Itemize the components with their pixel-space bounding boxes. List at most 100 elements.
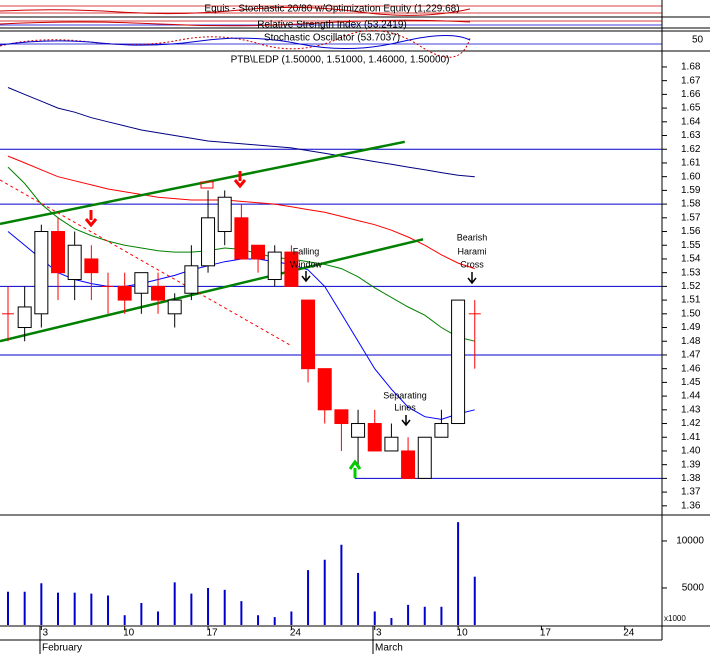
candle-body [401,450,416,479]
candle-body [434,423,449,438]
candle-body [67,244,82,281]
indicator-line [0,19,471,27]
y-tick-label: 1.42 [681,418,701,429]
candle-body [451,299,466,425]
y-tick-label: 1.51 [681,295,701,306]
candle-body [334,409,349,425]
y-tick-label: 1.45 [681,377,701,388]
candle-body [267,251,282,281]
y-tick-label: 1.39 [681,459,701,470]
y-tick-label: 1.65 [681,103,701,114]
y-tick-label: 1.62 [681,144,701,155]
candle-body [184,265,199,294]
y-tick-label: 1.38 [681,473,701,484]
indicator-title: Relative Strength Index (53.2419) [257,20,407,31]
candle-body [351,423,366,438]
y-tick-label: 1.68 [681,62,701,73]
signal-box [200,181,214,189]
x-tick-label: 24 [623,628,635,639]
x-tick-label: 3 [376,628,382,639]
candle-body [234,217,249,260]
annotation: Harami [457,246,486,256]
annotation: Lines [394,402,416,412]
y-tick-label: 1.46 [681,363,701,374]
y-tick-label: 1.48 [681,336,701,347]
annotation: Falling [293,246,320,256]
x-tick-label: 10 [123,628,135,639]
indicator-line [0,34,471,50]
y-tick-label: 1.66 [681,89,701,100]
candle-body [151,285,166,301]
y-tick-label: 1.37 [681,487,701,498]
candle-body [384,436,399,452]
indicator-line [0,6,471,16]
volume-tick-label: 5000 [682,583,705,594]
annotation-arrow [301,271,311,283]
annotation: Window [290,259,323,269]
x-tick-label: 24 [290,628,302,639]
candle-body [284,251,299,287]
candle-body [217,196,232,233]
y-tick-label: 1.41 [681,432,701,443]
volume-unit: x1000 [664,614,686,623]
candle-body [367,423,382,452]
moving-average [7,155,475,270]
candle-body [301,299,316,370]
candle-body [51,231,66,274]
annotations: Bearish Harami Cross Falling Window Sepa… [84,171,488,478]
candle-body [34,231,49,315]
y-tick-label: 1.57 [681,212,701,223]
y-tick-label: 1.49 [681,322,701,333]
annotation: Bearish [457,232,488,242]
trendline [0,179,290,346]
y-tick-label: 1.64 [681,116,701,127]
annotation: Cross [460,259,484,269]
month-label: March [375,643,403,654]
annotation-arrow [467,272,477,285]
candle-body [201,217,216,267]
month-label: February [42,643,82,654]
trendline [0,238,424,343]
candle-body [251,244,266,260]
moving-average [7,87,475,178]
indicator-panels: Equis - Stochastic 20/80 w/Optimization … [0,4,710,58]
y-tick-label: 1.59 [681,185,701,196]
y-tick-label: 1.53 [681,267,701,278]
y-tick-label: 1.40 [681,446,701,457]
trendline [0,140,405,226]
annotation: Separating [383,390,427,400]
y-tick-label: 1.47 [681,350,701,361]
plot: 1.36 1.37 1.38 1.39 1.40 1.41 1.42 1.43 1.44 1.45… [0,62,704,639]
y-tick-label: 1.60 [681,171,701,182]
candle-body [84,258,99,274]
y-tick-label: 1.43 [681,404,701,415]
y-tick-label: 1.67 [681,75,701,86]
y-tick-label: 1.52 [681,281,701,292]
y-tick-label: 1.36 [681,500,701,511]
candle-body [167,299,182,315]
x-tick-label: 10 [457,628,469,639]
y-tick-label: 1.63 [681,130,701,141]
candle-body [134,272,149,294]
chart-title: PTB\LEDP (1.50000, 1.51000, 1.46000, 1.5… [231,55,450,66]
y-tick-label: 1.61 [681,158,701,169]
indicator-line [0,30,471,58]
y-tick-label: 1.54 [681,254,701,265]
candle-body [17,306,32,329]
x-tick-label: 3 [43,628,49,639]
y-tick-label: 1.58 [681,199,701,210]
candle-body [117,285,132,301]
indicator-title: Stochastic Oscillator (53.7037) [264,33,400,44]
x-tick-label: 17 [540,628,552,639]
annotation-arrow [401,415,411,427]
candle-body [417,436,432,479]
y-tick-label: 1.56 [681,226,701,237]
y-tick-label: 1.50 [681,308,701,319]
candle-body [317,368,332,411]
y-tick-label: 1.55 [681,240,701,251]
x-tick-label: 17 [206,628,218,639]
indicator-title: Equis - Stochastic 20/80 w/Optimization … [204,4,459,15]
signal-arrow [233,171,247,189]
